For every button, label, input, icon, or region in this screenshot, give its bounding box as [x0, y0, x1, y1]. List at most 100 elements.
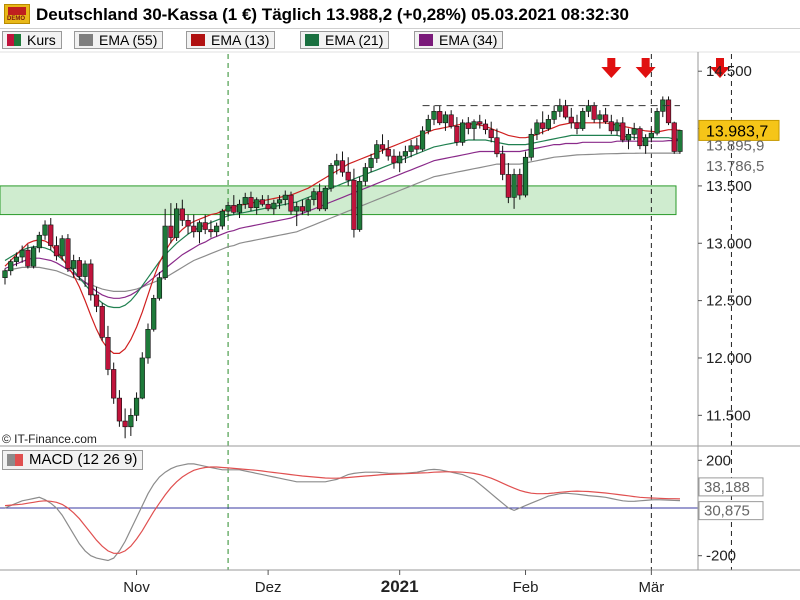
candle-body — [665, 99, 672, 124]
candle-body — [259, 199, 266, 205]
candle-body — [128, 415, 134, 428]
candle-body — [299, 206, 306, 212]
candle-body — [454, 125, 460, 143]
candle-body — [402, 151, 409, 157]
ema55-swatch-icon — [79, 34, 93, 46]
y-tick-label: 12.000 — [706, 350, 752, 367]
current-price-box — [698, 119, 780, 141]
ema55-series-line — [4, 152, 680, 292]
candle-body — [391, 155, 397, 164]
candle-body — [511, 174, 517, 198]
y-tick-label: 13.000 — [706, 235, 752, 252]
candle-body — [105, 337, 111, 370]
candle-body — [225, 205, 231, 212]
candle-body — [265, 203, 271, 210]
legend-item-ema55[interactable]: EMA (55) — [74, 31, 164, 49]
ema21-swatch-icon — [305, 34, 319, 46]
x-tick-label: Nov — [123, 579, 150, 596]
candle-body — [437, 111, 443, 124]
candle-body — [345, 171, 351, 181]
legend-label: EMA (21) — [325, 32, 384, 48]
candle-body — [13, 256, 20, 262]
legend-item-ema34[interactable]: EMA (34) — [414, 31, 504, 49]
candle-body — [76, 260, 82, 277]
candle-body — [397, 155, 403, 164]
candle-body — [2, 270, 8, 278]
candle-body — [162, 225, 168, 278]
candle-body — [133, 397, 140, 416]
legend-item-ema13[interactable]: EMA (13) — [186, 31, 276, 49]
candle-body — [334, 160, 340, 166]
candle-body — [48, 224, 54, 246]
x-tick-label: Mär — [638, 579, 664, 596]
candle-body — [93, 294, 100, 307]
title-bar: DEMO Deutschland 30-Kassa (1 €) Täglich … — [0, 0, 800, 29]
macd-legend[interactable]: MACD (12 26 9) — [2, 450, 144, 470]
ema34-swatch-icon — [419, 34, 433, 46]
candle-body — [122, 420, 128, 428]
candle-body — [99, 306, 105, 338]
legend-label: EMA (55) — [99, 32, 158, 48]
ema21-series-line — [4, 134, 681, 309]
candle-body — [328, 164, 334, 189]
candle-body — [185, 220, 191, 227]
ema55-value-label: 13.786,5 — [706, 158, 764, 175]
candle-body — [419, 130, 426, 150]
candle-body — [643, 137, 649, 147]
candle-body — [637, 128, 643, 147]
macd-macd-value-box — [698, 501, 764, 521]
macd-signal-line — [4, 466, 681, 554]
candle-body — [551, 111, 557, 120]
candle-body — [540, 122, 546, 129]
candle-body — [379, 144, 386, 150]
demo-badge: DEMO — [4, 4, 30, 24]
macd-signal-value-box — [698, 477, 764, 497]
candle-body — [580, 111, 586, 129]
candle-body — [362, 167, 368, 182]
macd-y-tick-label: 200 — [706, 452, 731, 469]
candle-body — [528, 133, 534, 158]
candle-body — [156, 277, 163, 299]
y-tick-label: 13.500 — [706, 178, 752, 195]
candle-body — [488, 129, 494, 139]
down-arrow-icon — [710, 58, 730, 78]
legend-label: Kurs — [27, 32, 56, 48]
candle-body — [139, 357, 145, 399]
candle-body — [191, 225, 197, 233]
candle-body — [471, 121, 477, 129]
candle-body — [311, 191, 317, 200]
candle-body — [351, 179, 357, 230]
candle-swatch-icon — [7, 34, 21, 46]
candle-body — [111, 369, 117, 399]
candle-body — [477, 121, 483, 125]
support-zone — [0, 185, 677, 216]
candle-body — [568, 116, 574, 124]
candle-body — [602, 114, 609, 122]
candle-body — [374, 144, 380, 159]
candle-body — [42, 224, 48, 236]
candle-body — [614, 122, 620, 132]
candle-body — [562, 105, 569, 118]
candle-body — [408, 145, 414, 152]
candle-body — [597, 114, 603, 120]
candle-body — [585, 105, 592, 112]
legend-item-kurs[interactable]: Kurs — [2, 31, 62, 49]
current-price-label: 13.983,7 — [706, 123, 768, 140]
candle-body — [168, 225, 174, 238]
candle-body — [36, 234, 42, 249]
candle-body — [53, 245, 60, 257]
candle-body — [282, 194, 288, 200]
ema13-swatch-icon — [191, 34, 205, 46]
candle-body — [431, 111, 437, 120]
x-tick-label: Feb — [513, 579, 539, 596]
candle-body — [465, 122, 471, 129]
candle-body — [357, 181, 363, 230]
candle-body — [385, 148, 391, 157]
legend-label: EMA (13) — [211, 32, 270, 48]
candle-body — [482, 123, 489, 131]
candle-body — [425, 119, 431, 132]
candle-body — [654, 111, 660, 134]
y-tick-label: 12.500 — [706, 293, 752, 310]
legend-item-ema21[interactable]: EMA (21) — [300, 31, 390, 49]
candle-body — [116, 397, 122, 422]
